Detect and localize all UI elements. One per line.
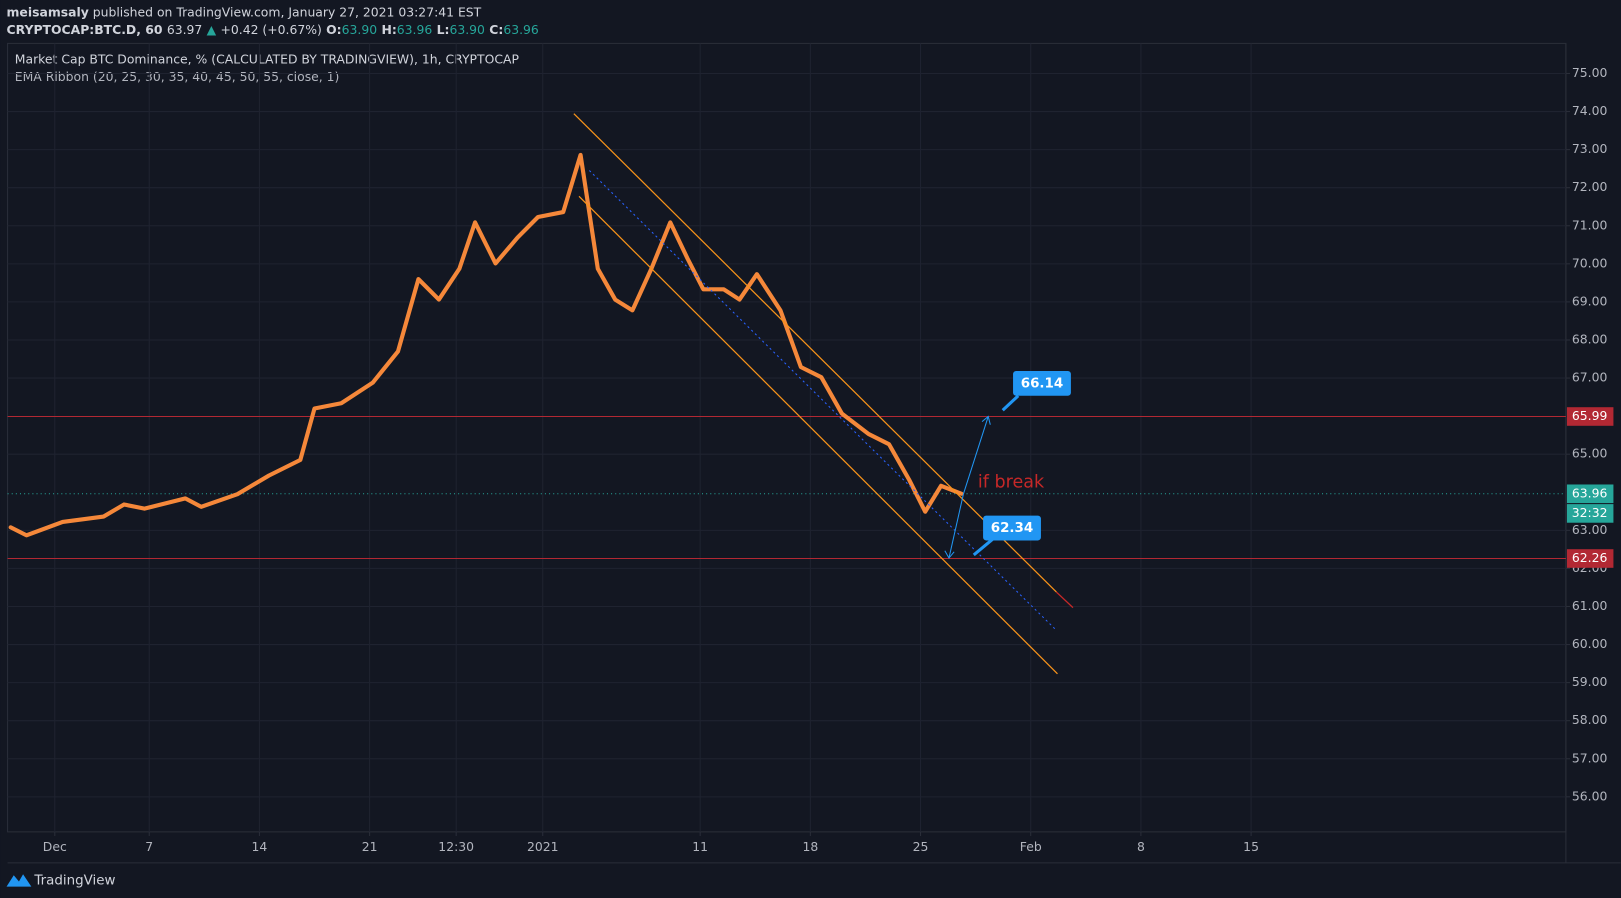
author: meisamsaly [7,4,89,19]
open: 63.90 [342,21,378,36]
price-level-tag [1566,484,1614,504]
arrow-up [962,416,989,495]
arrow-down [948,493,964,559]
price-level-label: 62.26 [1572,550,1608,565]
header-line: meisamsaly published on TradingView.com,… [7,4,482,19]
brand: TradingView [33,873,115,888]
h-label: H: [381,21,396,36]
change: +0.42 (+0.67%) [221,21,322,36]
y-tick-label: 57.00 [1572,750,1608,765]
price-level-label: 63.96 [1572,485,1608,500]
x-tick-label: Dec [43,839,67,854]
x-tick-label: 18 [802,839,818,854]
channel-mid [588,170,1057,631]
drawings: if break 66.14 62.34 [573,113,1074,675]
y-tick-label: 71.00 [1572,217,1608,232]
channel-lower [578,195,1058,675]
y-tick-label: 58.00 [1572,712,1608,727]
y-tick-label: 75.00 [1572,65,1608,80]
y-tick-label: 56.00 [1572,788,1608,803]
y-tick-label: 63.00 [1572,522,1608,537]
y-tick-label: 60.00 [1572,636,1608,651]
x-tick-label: 2021 [527,839,559,854]
y-tick-label: 74.00 [1572,103,1608,118]
low: 63.90 [449,21,485,36]
l-label: L: [437,21,450,36]
plot-area [7,42,1567,833]
channel-upper-extension [1056,591,1074,609]
callout-label: 62.34 [991,521,1033,536]
price-line [8,152,964,538]
x-tick-label: 14 [252,839,268,854]
x-tick-label: 25 [913,839,929,854]
countdown-tag [1566,504,1614,523]
x-tick-label: 21 [362,839,378,854]
x-tick-label: 7 [145,839,153,854]
callout-pointer [972,538,994,557]
x-tick-label: Feb [1020,839,1042,854]
price-level-tag [1566,407,1614,426]
x-tick-label: 8 [1137,839,1145,854]
callout-label: 66.14 [1021,376,1063,391]
arrow-head [981,415,991,425]
price-level-tag [1566,549,1614,568]
price-level-label: 65.99 [1572,408,1608,423]
close: 63.96 [503,21,539,36]
symbol: CRYPTOCAP:BTC.D, 60 [7,21,163,36]
arrow-head [944,550,955,559]
y-tick-label: 69.00 [1572,293,1608,308]
x-tick-label: 12:30 [438,839,474,854]
y-tick-label: 73.00 [1572,141,1608,156]
channel-upper [573,113,1057,593]
y-tick-label: 61.00 [1572,598,1608,613]
x-tick-label: 11 [692,839,708,854]
c-label: C: [489,21,503,36]
y-tick-label: 70.00 [1572,255,1608,270]
callout-box [983,515,1041,541]
chart-subtitle: EMA Ribbon (20, 25, 30, 35, 40, 45, 50, … [15,69,340,84]
y-tick-label: 67.00 [1572,370,1608,385]
high: 63.96 [397,21,433,36]
published: published on TradingView.com, January 27… [93,4,482,19]
ohlc-line: CRYPTOCAP:BTC.D, 60 63.97 ▲ +0.42 (+0.67… [7,21,539,36]
plot-frame [7,42,1567,833]
x-tick-label: 15 [1243,839,1259,854]
y-tick-label: 68.00 [1572,331,1608,346]
last: 63.97 [167,21,202,36]
countdown: 32:32 [1572,505,1608,520]
annotation: if break [978,473,1045,493]
callout-box [1013,370,1071,396]
arrow: ▲ [207,21,217,36]
chart-title: Market Cap BTC Dominance, % (CALCULATED … [15,51,520,66]
y-tick-label: 59.00 [1572,674,1608,689]
y-tick-label: 65.00 [1572,446,1608,461]
o-label: O: [326,21,342,36]
callout-pointer [1001,394,1020,412]
y-tick-label: 72.00 [1572,179,1608,194]
